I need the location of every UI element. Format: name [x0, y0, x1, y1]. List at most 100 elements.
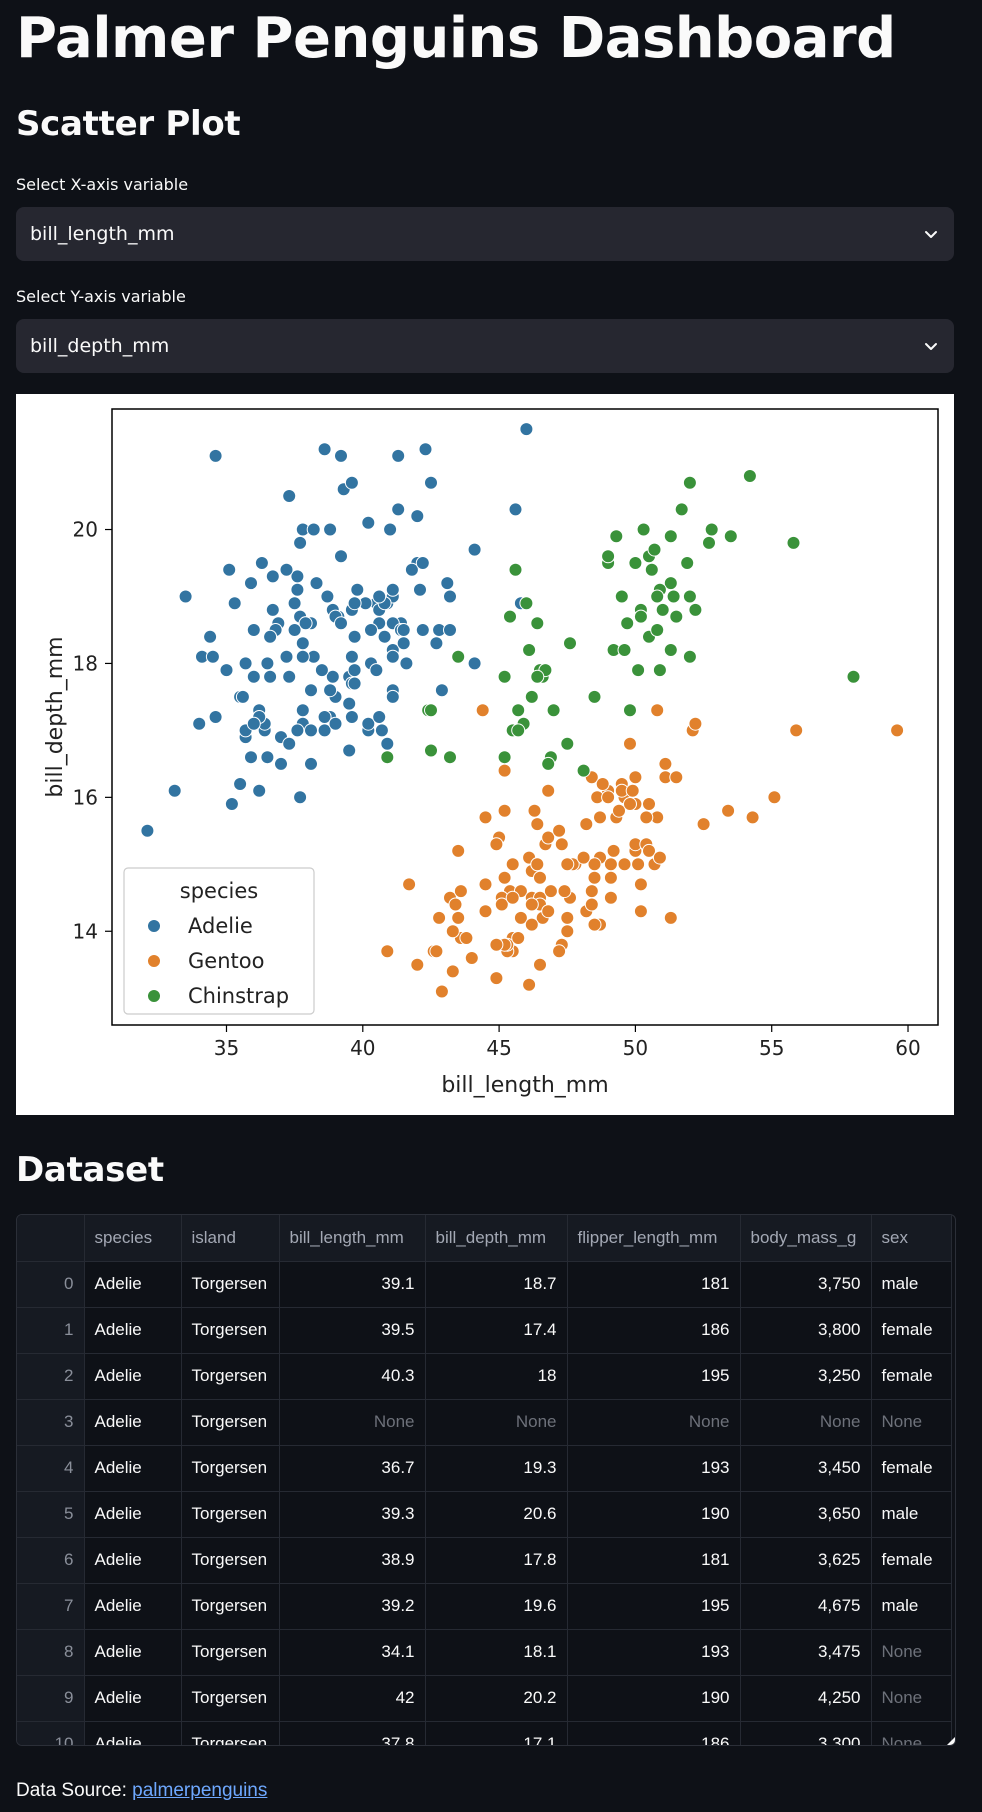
row-index[interactable]: 3 — [17, 1399, 85, 1446]
column-header[interactable] — [17, 1215, 85, 1262]
table-cell[interactable]: 36.7 — [279, 1445, 426, 1492]
table-cell[interactable]: Torgersen — [181, 1675, 280, 1722]
table-cell[interactable]: Torgersen — [181, 1261, 280, 1308]
table-cell[interactable]: female — [871, 1537, 952, 1584]
table-cell[interactable]: 3,650 — [740, 1491, 872, 1538]
table-cell[interactable]: Torgersen — [181, 1629, 280, 1676]
column-header[interactable]: island — [181, 1215, 280, 1262]
table-row[interactable]: 10 Adelie Torgersen 37.8 17.1 186 3,300 None — [17, 1721, 952, 1745]
table-cell[interactable]: Torgersen — [181, 1721, 280, 1745]
table-cell[interactable]: Torgersen — [181, 1353, 280, 1400]
table-cell[interactable]: None — [871, 1721, 952, 1745]
table-cell[interactable]: 3,800 — [740, 1307, 872, 1354]
table-cell[interactable]: None — [279, 1399, 426, 1446]
table-cell[interactable]: Adelie — [84, 1583, 182, 1630]
table-row[interactable]: 9 Adelie Torgersen 42 20.2 190 4,250 None — [17, 1675, 952, 1722]
column-header[interactable]: body_mass_g — [740, 1215, 872, 1262]
table-cell[interactable]: Torgersen — [181, 1583, 280, 1630]
row-index[interactable]: 10 — [17, 1721, 85, 1745]
row-index[interactable]: 2 — [17, 1353, 85, 1400]
table-cell[interactable]: Adelie — [84, 1491, 182, 1538]
resize-handle-icon[interactable] — [947, 1737, 955, 1745]
table-cell[interactable]: 40.3 — [279, 1353, 426, 1400]
table-cell[interactable]: 39.5 — [279, 1307, 426, 1354]
table-cell[interactable]: male — [871, 1583, 952, 1630]
table-cell[interactable]: 17.1 — [425, 1721, 568, 1745]
table-cell[interactable]: 3,450 — [740, 1445, 872, 1492]
column-header[interactable]: sex — [871, 1215, 952, 1262]
table-row[interactable]: 0 Adelie Torgersen 39.1 18.7 181 3,750 male — [17, 1261, 952, 1308]
table-cell[interactable]: 3,250 — [740, 1353, 872, 1400]
table-cell[interactable]: Torgersen — [181, 1445, 280, 1492]
table-row[interactable]: 5 Adelie Torgersen 39.3 20.6 190 3,650 male — [17, 1491, 952, 1538]
x-axis-select[interactable]: bill_length_mm — [16, 207, 954, 261]
table-cell[interactable]: None — [425, 1399, 568, 1446]
table-cell[interactable]: None — [871, 1675, 952, 1722]
table-row[interactable]: 6 Adelie Torgersen 38.9 17.8 181 3,625 female — [17, 1537, 952, 1584]
table-cell[interactable]: 195 — [567, 1583, 741, 1630]
table-cell[interactable]: 186 — [567, 1307, 741, 1354]
table-cell[interactable]: female — [871, 1353, 952, 1400]
table-cell[interactable]: 38.9 — [279, 1537, 426, 1584]
table-cell[interactable]: 181 — [567, 1537, 741, 1584]
column-header[interactable]: flipper_length_mm — [567, 1215, 741, 1262]
table-cell[interactable]: 190 — [567, 1675, 741, 1722]
table-cell[interactable]: 193 — [567, 1629, 741, 1676]
table-row[interactable]: 7 Adelie Torgersen 39.2 19.6 195 4,675 male — [17, 1583, 952, 1630]
table-cell[interactable]: 18 — [425, 1353, 568, 1400]
table-cell[interactable]: 181 — [567, 1261, 741, 1308]
table-cell[interactable]: Torgersen — [181, 1537, 280, 1584]
palmerpenguins-link[interactable]: palmerpenguins — [132, 1780, 268, 1801]
table-cell[interactable]: male — [871, 1491, 952, 1538]
table-cell[interactable]: Adelie — [84, 1399, 182, 1446]
table-cell[interactable]: Adelie — [84, 1675, 182, 1722]
row-index[interactable]: 9 — [17, 1675, 85, 1722]
table-cell[interactable]: 4,250 — [740, 1675, 872, 1722]
dataset-table[interactable]: species island bill_length_mm bill_depth_mm… — [16, 1214, 956, 1746]
table-cell[interactable]: 34.1 — [279, 1629, 426, 1676]
table-cell[interactable]: male — [871, 1261, 952, 1308]
y-axis-select[interactable]: bill_depth_mm — [16, 319, 954, 373]
row-index[interactable]: 5 — [17, 1491, 85, 1538]
table-cell[interactable]: 17.4 — [425, 1307, 568, 1354]
table-cell[interactable]: 19.6 — [425, 1583, 568, 1630]
table-cell[interactable]: Adelie — [84, 1307, 182, 1354]
table-cell[interactable]: 3,625 — [740, 1537, 872, 1584]
table-cell[interactable]: 20.2 — [425, 1675, 568, 1722]
row-index[interactable]: 1 — [17, 1307, 85, 1354]
table-cell[interactable]: Adelie — [84, 1721, 182, 1745]
row-index[interactable]: 0 — [17, 1261, 85, 1308]
table-cell[interactable]: 3,300 — [740, 1721, 872, 1745]
table-cell[interactable]: 4,675 — [740, 1583, 872, 1630]
table-cell[interactable]: 3,475 — [740, 1629, 872, 1676]
table-cell[interactable]: 186 — [567, 1721, 741, 1745]
row-index[interactable]: 8 — [17, 1629, 85, 1676]
table-cell[interactable]: 17.8 — [425, 1537, 568, 1584]
table-cell[interactable]: Adelie — [84, 1629, 182, 1676]
table-cell[interactable]: 190 — [567, 1491, 741, 1538]
table-cell[interactable]: Adelie — [84, 1537, 182, 1584]
table-cell[interactable]: female — [871, 1307, 952, 1354]
table-cell[interactable]: 37.8 — [279, 1721, 426, 1745]
table-cell[interactable]: female — [871, 1445, 952, 1492]
table-cell[interactable]: 39.1 — [279, 1261, 426, 1308]
column-header[interactable]: species — [84, 1215, 182, 1262]
table-cell[interactable]: None — [871, 1399, 952, 1446]
table-cell[interactable]: Adelie — [84, 1445, 182, 1492]
table-cell[interactable]: 20.6 — [425, 1491, 568, 1538]
column-header[interactable]: bill_depth_mm — [425, 1215, 568, 1262]
row-index[interactable]: 6 — [17, 1537, 85, 1584]
row-index[interactable]: 7 — [17, 1583, 85, 1630]
table-cell[interactable]: Torgersen — [181, 1491, 280, 1538]
table-cell[interactable]: 193 — [567, 1445, 741, 1492]
table-row[interactable]: 4 Adelie Torgersen 36.7 19.3 193 3,450 female — [17, 1445, 952, 1492]
table-cell[interactable]: None — [871, 1629, 952, 1676]
table-cell[interactable]: 195 — [567, 1353, 741, 1400]
table-cell[interactable]: 39.2 — [279, 1583, 426, 1630]
table-cell[interactable]: 18.1 — [425, 1629, 568, 1676]
table-row[interactable]: 8 Adelie Torgersen 34.1 18.1 193 3,475 None — [17, 1629, 952, 1676]
row-index[interactable]: 4 — [17, 1445, 85, 1492]
table-cell[interactable]: 18.7 — [425, 1261, 568, 1308]
table-row[interactable]: 2 Adelie Torgersen 40.3 18 195 3,250 female — [17, 1353, 952, 1400]
table-cell[interactable]: 42 — [279, 1675, 426, 1722]
